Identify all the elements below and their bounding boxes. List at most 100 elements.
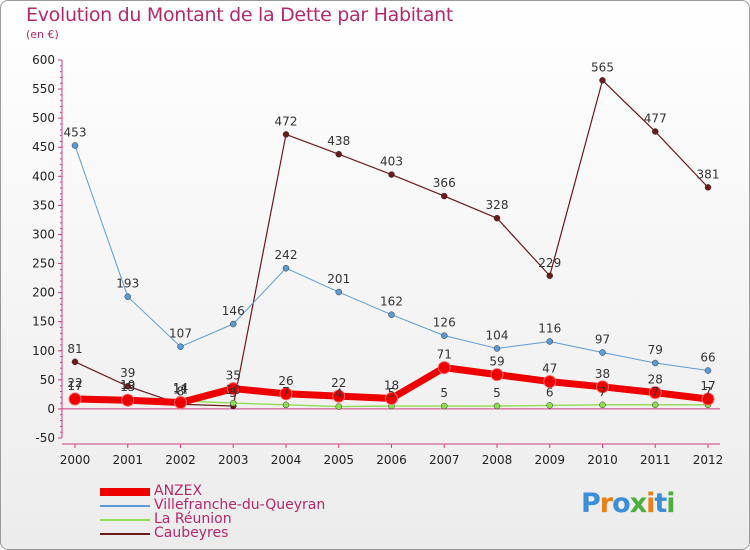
data-label: 6 (546, 385, 554, 399)
x-tick-label: 2012 (693, 453, 724, 467)
data-label: 229 (538, 256, 561, 270)
data-point (652, 359, 659, 367)
legend-swatch (100, 519, 150, 521)
logo-letter: x (629, 488, 647, 519)
data-label: 438 (327, 134, 350, 148)
y-tick-label: 250 (32, 257, 55, 271)
y-tick-label: 150 (32, 315, 55, 329)
data-point (493, 345, 501, 352)
legend-label: Caubeyres (154, 525, 229, 541)
data-label: 242 (275, 248, 298, 262)
data-point (701, 392, 715, 406)
data-point (493, 402, 501, 410)
data-point (71, 358, 79, 366)
data-point (704, 184, 712, 191)
data-label: 7 (599, 385, 607, 399)
chart-title: Evolution du Montant de la Dette par Hab… (26, 4, 454, 26)
data-label: 28 (648, 373, 663, 387)
y-tick-label: 0 (47, 402, 55, 416)
data-label: 71 (437, 348, 452, 362)
legend-swatch (100, 488, 150, 496)
data-point (71, 142, 79, 149)
data-label: 11 (173, 383, 188, 397)
data-label: 5 (229, 386, 237, 400)
data-point (441, 332, 448, 339)
data-point (121, 393, 135, 407)
data-label: 366 (433, 176, 456, 190)
data-label: 5 (493, 386, 501, 400)
data-point (388, 171, 395, 178)
data-label: 22 (67, 376, 82, 390)
data-label: 39 (120, 366, 135, 380)
data-point (279, 387, 293, 401)
logo-letter: i (646, 488, 655, 519)
legend-label: La Réunion (154, 511, 232, 527)
data-label: 193 (116, 277, 139, 291)
y-tick-label: 550 (32, 82, 55, 96)
data-point (596, 380, 609, 394)
data-label: 17 (700, 379, 715, 393)
data-point (599, 77, 606, 84)
data-point (652, 128, 659, 135)
data-label: 38 (595, 367, 610, 381)
data-label: 79 (648, 343, 663, 357)
data-label: 17 (67, 379, 82, 393)
data-label: 47 (542, 362, 557, 376)
y-tick-label: 300 (32, 227, 55, 241)
data-label: 15 (120, 380, 135, 394)
legend-label: ANZEX (154, 483, 203, 499)
data-label: 403 (380, 155, 403, 169)
series-villefranche-du-queyran (71, 142, 712, 374)
data-label: 146 (222, 304, 245, 318)
data-point (282, 131, 290, 138)
logo-letter: o (612, 488, 631, 519)
proxiti-logo: Proxiti (581, 488, 676, 519)
data-point (546, 272, 553, 280)
x-tick-label: 2010 (587, 453, 618, 467)
data-point (546, 338, 553, 345)
y-tick-label: 100 (32, 344, 55, 358)
data-label: 26 (278, 374, 293, 388)
data-point (704, 367, 712, 374)
data-label: 5 (440, 386, 448, 400)
data-label: 453 (64, 125, 87, 139)
data-point (441, 192, 448, 200)
data-label: 104 (486, 328, 509, 342)
x-tick-label: 2004 (271, 453, 302, 467)
data-label: 7 (704, 385, 712, 399)
data-point (652, 401, 659, 409)
data-label: 19 (120, 378, 135, 392)
legend-swatch (100, 505, 150, 507)
data-point (124, 293, 131, 300)
data-point (388, 311, 395, 318)
data-point (599, 401, 606, 409)
x-tick-label: 2006 (376, 453, 407, 467)
logo-letter: t (654, 488, 667, 519)
x-tick-label: 2003 (218, 453, 249, 467)
data-point (335, 403, 342, 410)
y-tick-label: 400 (32, 169, 55, 183)
data-label: 565 (591, 60, 614, 74)
data-label: 10 (226, 383, 241, 397)
data-point (230, 320, 237, 328)
legend-label: Villefranche-du-Queyran (154, 497, 326, 513)
data-label: 18 (384, 378, 399, 392)
x-tick-label: 2001 (112, 453, 143, 467)
data-label: 381 (697, 167, 720, 181)
data-label: 81 (67, 342, 82, 356)
data-point (68, 392, 82, 406)
legend-swatch (100, 533, 150, 535)
data-label: 162 (380, 295, 403, 309)
data-label: 66 (700, 351, 715, 365)
data-point (441, 402, 448, 410)
y-tick-label: 450 (32, 140, 55, 154)
data-label: 8 (177, 384, 185, 398)
data-label: 35 (226, 369, 241, 383)
data-point (335, 150, 342, 158)
data-label: 328 (486, 198, 509, 212)
series-anzex (68, 361, 715, 410)
data-label: 477 (644, 112, 667, 126)
data-point (174, 396, 187, 410)
